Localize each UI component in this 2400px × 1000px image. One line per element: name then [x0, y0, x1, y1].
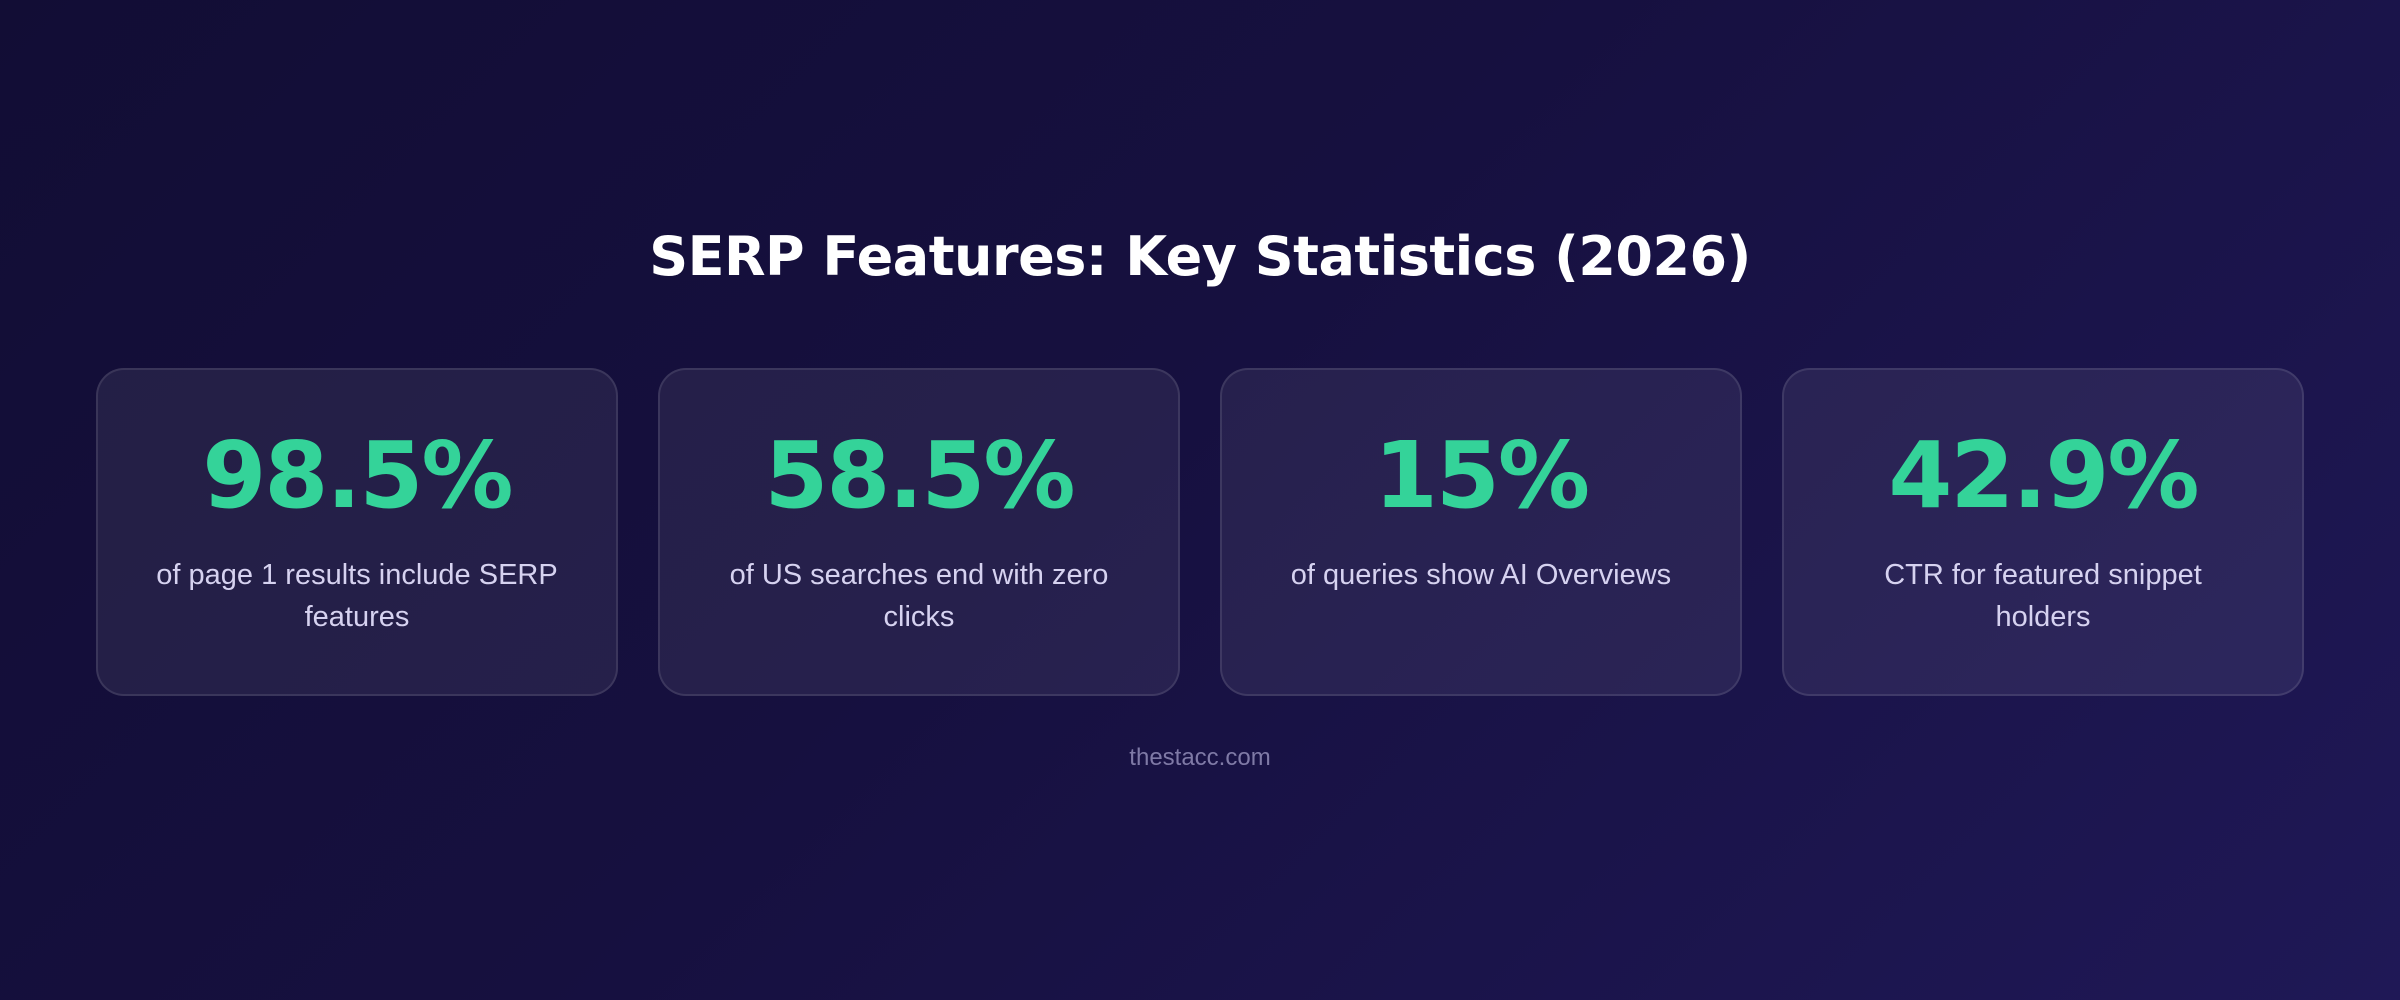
stat-card-zero-click-searches: 58.5% of US searches end with zero click… [658, 368, 1180, 696]
footer-source: thestacc.com [1129, 744, 1271, 771]
stat-value: 15% [1373, 422, 1590, 529]
stat-description: CTR for featured snippet holders [1884, 559, 2202, 633]
stat-value: 42.9% [1888, 422, 2199, 529]
stat-cards: 98.5% of page 1 results include SERP fea… [96, 368, 2304, 696]
stat-description: of page 1 results include SERP features [156, 559, 558, 633]
stat-card-featured-snippet-ctr: 42.9% CTR for featured snippet holders [1782, 368, 2304, 696]
page-title: SERP Features: Key Statistics (2026) [649, 225, 1751, 288]
stat-value: 98.5% [202, 422, 513, 529]
stat-description: of US searches end with zero clicks [729, 559, 1109, 633]
stat-card-page1-serp-features: 98.5% of page 1 results include SERP fea… [96, 368, 618, 696]
stat-description: of queries show AI Overviews [1290, 559, 1672, 591]
stat-value: 58.5% [764, 422, 1075, 529]
stat-card-ai-overviews: 15% of queries show AI Overviews [1220, 368, 1742, 696]
